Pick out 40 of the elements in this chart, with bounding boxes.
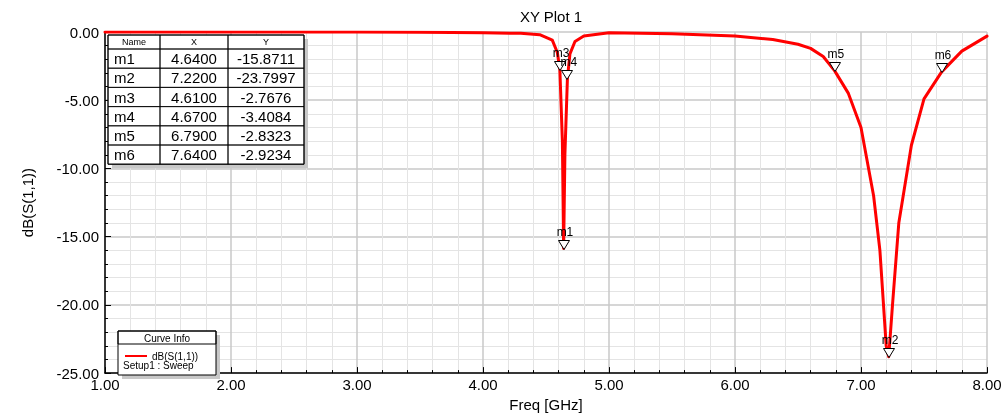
annotation: 7.2200	[171, 69, 217, 87]
annotation: m6	[114, 146, 135, 164]
x-axis-title: Freq [GHz]	[509, 396, 583, 413]
annotation: -23.7997	[236, 69, 296, 87]
annotation: m5	[827, 46, 845, 61]
annotation: m4	[114, 107, 135, 125]
annotation: 4.6100	[171, 88, 217, 106]
annotation: m2	[114, 69, 135, 87]
annotation: Y	[262, 37, 270, 47]
annotation: X	[190, 37, 198, 47]
annotation: m3	[114, 88, 135, 106]
y-tick-label: -5.00	[64, 91, 99, 109]
x-tick-label: 6.00	[720, 376, 750, 394]
y-tick-label: 0.00	[69, 23, 99, 41]
x-tick-label: 8.00	[972, 376, 1002, 394]
y-axis-title: dB(S(1,1))	[19, 167, 36, 238]
y-tick-label: -20.00	[56, 296, 99, 314]
legend-label: dB(S(1,1))	[152, 350, 199, 362]
y-tick-label: -15.00	[56, 228, 99, 246]
y-tick-label: -10.00	[56, 159, 99, 177]
legend-title: Curve Info	[143, 332, 191, 344]
annotation: 4.6400	[171, 50, 217, 68]
x-tick-label: 7.00	[846, 376, 876, 394]
annotation: -3.4084	[240, 107, 292, 125]
annotation: m5	[114, 126, 135, 144]
annotation: 6.7900	[171, 126, 217, 144]
annotation: -2.9234	[240, 146, 292, 164]
x-tick-label: 2.00	[216, 376, 246, 394]
annotation: 4.6700	[171, 107, 217, 125]
chart-title: XY Plot 1	[519, 8, 583, 25]
x-tick-label: 4.00	[468, 376, 498, 394]
x-tick-label: 3.00	[342, 376, 372, 394]
annotation: m6	[934, 47, 952, 62]
x-tick-label: 5.00	[594, 376, 624, 394]
annotation: -15.8711	[236, 50, 296, 68]
annotation: Name	[121, 37, 147, 47]
annotation: -2.7676	[240, 88, 292, 106]
annotation: -2.8323	[240, 126, 292, 144]
annotation: m1	[114, 50, 135, 68]
annotation: 7.6400	[171, 146, 217, 164]
